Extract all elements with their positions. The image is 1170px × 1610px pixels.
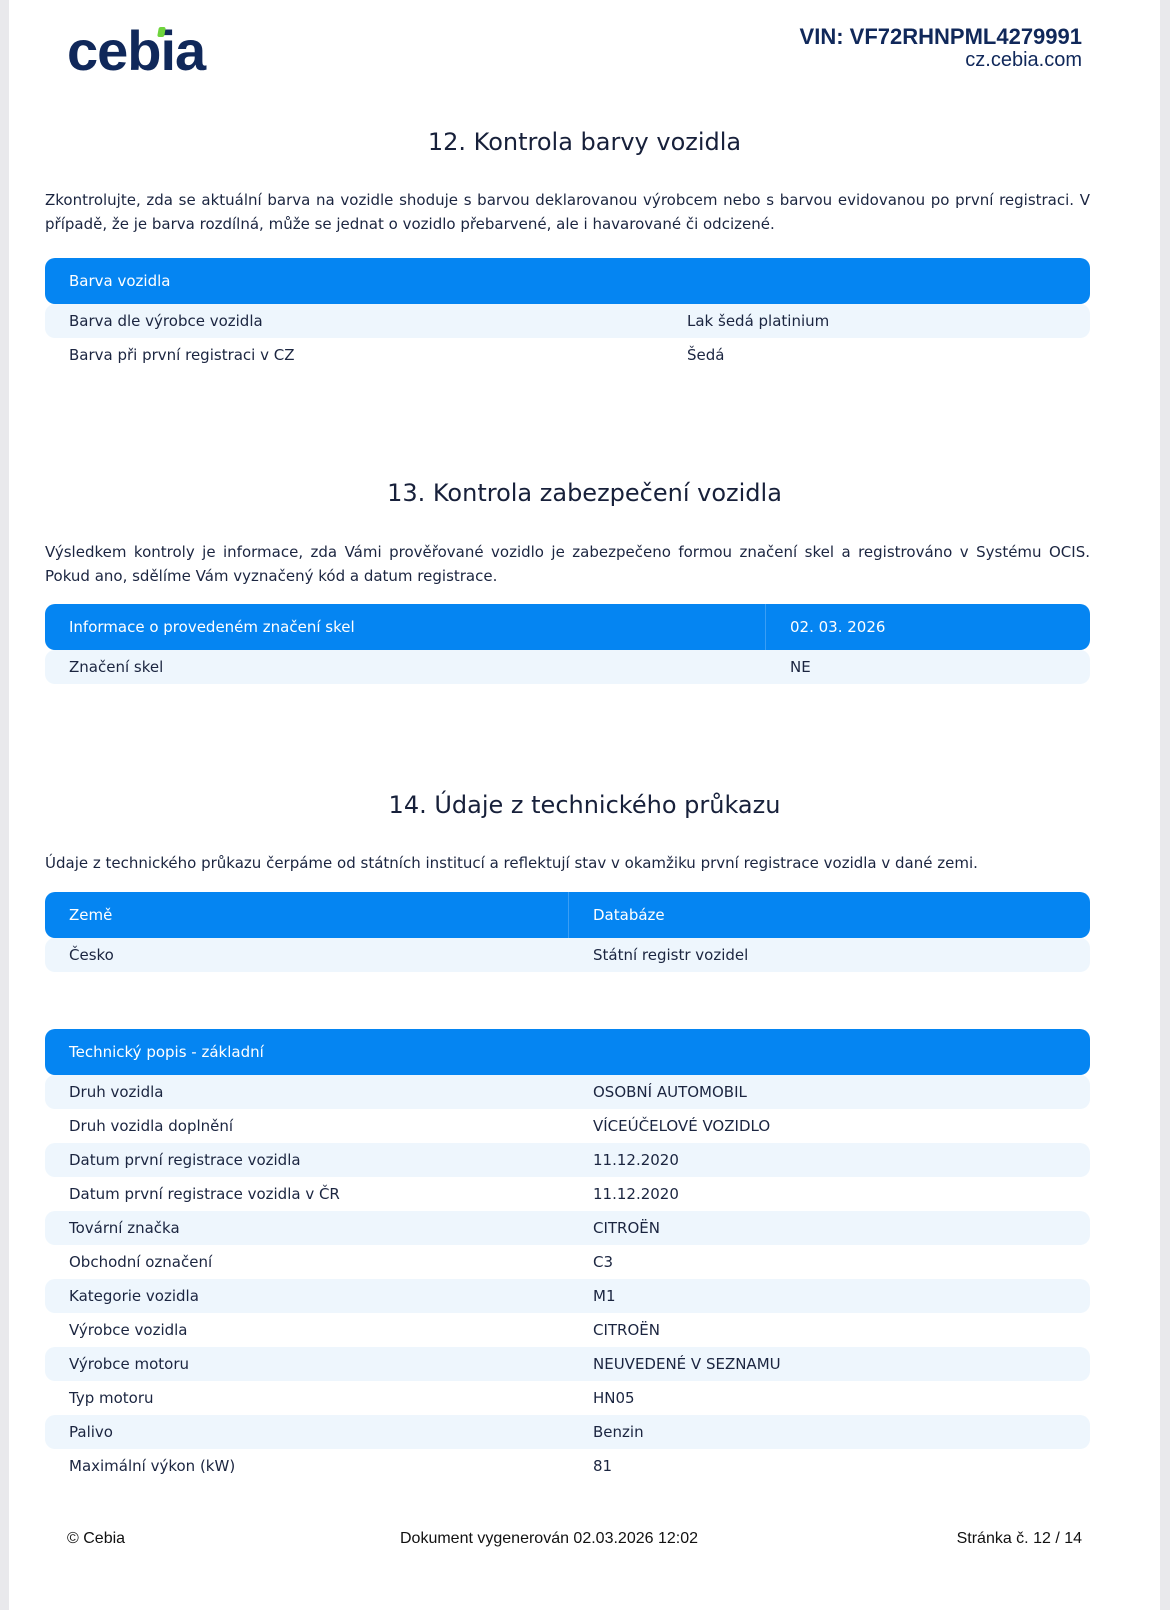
section-14-title: 14. Údaje z technického průkazu [388, 791, 781, 819]
row-label: Tovární značka [69, 1219, 180, 1237]
cebia-logo: cebia [67, 19, 206, 82]
row-value: CITROËN [593, 1321, 660, 1339]
table-row: Obchodní označení C3 [45, 1245, 1090, 1279]
table-header: Informace o provedeném značení skel 02. 0… [45, 604, 1090, 650]
table-row: Datum první registrace vozidla v ČR 11.12… [45, 1177, 1090, 1211]
section-13-text: Výsledkem kontroly je informace, zda Vám… [45, 543, 1090, 585]
table-row: Výrobce motoru NEUVEDENÉ V SEZNAMU [45, 1347, 1090, 1381]
row-value: M1 [593, 1287, 616, 1305]
table-row: Druh vozidla OSOBNÍ AUTOMOBIL [45, 1075, 1090, 1109]
footer-generated: Dokument vygenerován 02.03.2026 12:02 [400, 1530, 698, 1547]
row-value: VÍCEÚČELOVÉ VOZIDLO [593, 1117, 771, 1135]
table-row: Maximální výkon (kW) 81 [45, 1449, 1090, 1483]
row-label: Palivo [69, 1423, 113, 1441]
security-table: Informace o provedeném značení skel 02. 0… [45, 604, 1090, 684]
row-value: Benzin [593, 1423, 644, 1441]
row-label: Druh vozidla doplnění [69, 1117, 234, 1135]
row-label: Maximální výkon (kW) [69, 1457, 236, 1475]
row-value: CITROËN [593, 1219, 660, 1237]
table-row: Značení skel NE [45, 650, 1090, 684]
section-12-title: 12. Kontrola barvy vozidla [427, 128, 742, 156]
row-value: OSOBNÍ AUTOMOBIL [593, 1083, 747, 1101]
section-13-title: 13. Kontrola zabezpečení vozidla [387, 479, 782, 507]
table-row: Kategorie vozidla M1 [45, 1279, 1090, 1313]
row-label: Obchodní označení [69, 1253, 213, 1271]
row-value: 81 [593, 1457, 613, 1475]
section-14-text: Údaje z technického průkazu čerpáme od s… [45, 854, 978, 872]
table-row: Tovární značka CITROËN [45, 1211, 1090, 1245]
table-row: Palivo Benzin [45, 1415, 1090, 1449]
row-label: Kategorie vozidla [69, 1287, 199, 1305]
table-row: Druh vozidla doplnění VÍCEÚČELOVÉ VOZIDLO [45, 1109, 1090, 1143]
table-header: Barva vozidla [45, 258, 1090, 304]
source-table: Země Databáze Česko Státní registr vozidel [45, 892, 1090, 972]
table-row: Výrobce vozidla CITROËN [45, 1313, 1090, 1347]
table-row: Barva při první registraci v CZ Šedá [69, 346, 725, 364]
row-label: Datum první registrace vozidla v ČR [69, 1185, 340, 1203]
table-row: Barva dle výrobce vozidla Lak šedá platin… [45, 304, 1090, 338]
website-link[interactable]: cz.cebia.com [965, 49, 1082, 71]
row-value: HN05 [593, 1389, 635, 1407]
row-value: C3 [593, 1253, 614, 1271]
table-row: Typ motoru HN05 [45, 1381, 1090, 1415]
table-row: Datum první registrace vozidla 11.12.2020 [45, 1143, 1090, 1177]
table-header: Technický popis - základní [45, 1029, 1090, 1075]
footer-page-number: Stránka č. 12 / 14 [956, 1530, 1082, 1547]
row-value: 11.12.2020 [593, 1151, 679, 1169]
row-value: NEUVEDENÉ V SEZNAMU [593, 1355, 781, 1373]
row-label: Výrobce motoru [69, 1355, 190, 1373]
row-label: Typ motoru [69, 1389, 154, 1407]
footer-copyright: © Cebia [67, 1530, 126, 1547]
section-12-text: Zkontrolujte, zda se aktuální barva na v… [45, 191, 1090, 233]
row-label: Výrobce vozidla [69, 1321, 188, 1339]
row-label: Druh vozidla [69, 1083, 164, 1101]
table-header: Země Databáze [45, 892, 1090, 938]
vin-number: VIN: VF72RHNPML4279991 [799, 24, 1082, 49]
color-table: Barva vozidla Barva dle výrobce vozidla L… [45, 258, 1090, 372]
report-page: cebia VIN: VF72RHNPML4279991 cz.cebia.co… [9, 0, 1160, 1610]
row-value: 11.12.2020 [593, 1185, 679, 1203]
row-label: Datum první registrace vozidla [69, 1151, 301, 1169]
table-row: Česko Státní registr vozidel [45, 938, 1090, 972]
technical-table: Technický popis - základní Druh vozidla O… [45, 1029, 1090, 1483]
